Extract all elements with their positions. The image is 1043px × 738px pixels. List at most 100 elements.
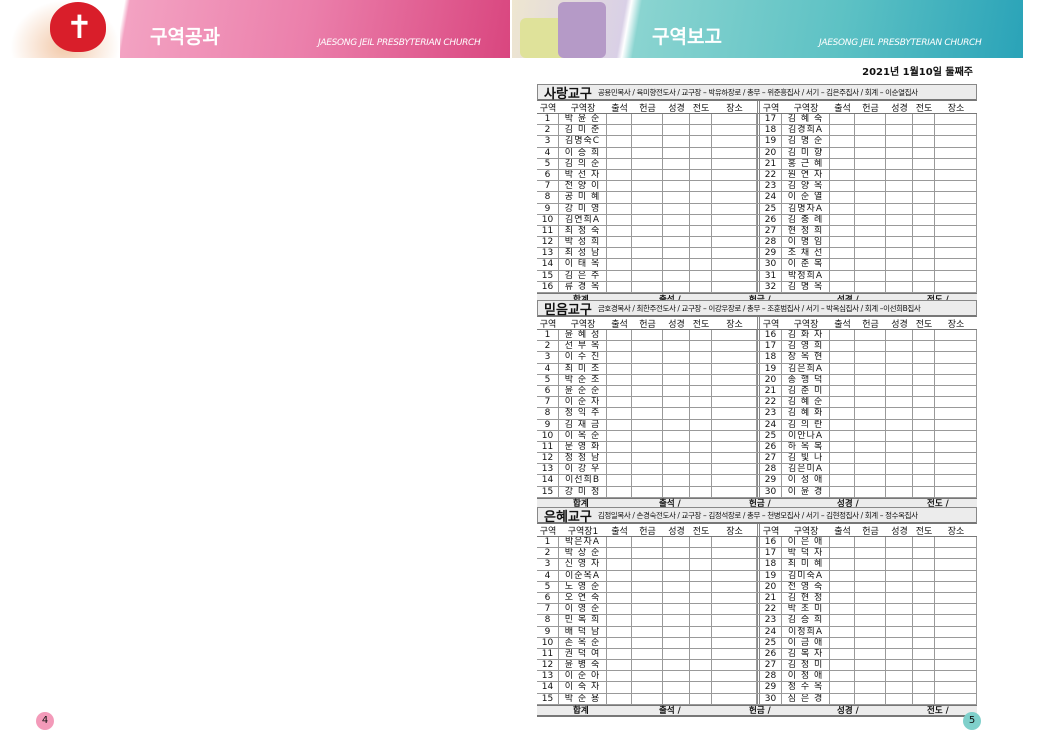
- entry-cell[interactable]: [830, 682, 855, 693]
- entry-cell[interactable]: [712, 464, 757, 475]
- entry-cell[interactable]: [935, 330, 977, 341]
- entry-cell[interactable]: [830, 604, 855, 615]
- entry-cell[interactable]: [830, 352, 855, 363]
- entry-cell[interactable]: [690, 203, 712, 214]
- entry-cell[interactable]: [690, 430, 712, 441]
- entry-cell[interactable]: [830, 615, 855, 626]
- entry-cell[interactable]: [607, 671, 632, 682]
- entry-cell[interactable]: [886, 270, 913, 281]
- entry-cell[interactable]: [663, 626, 690, 637]
- entry-cell[interactable]: [690, 475, 712, 486]
- entry-cell[interactable]: [913, 548, 935, 559]
- entry-cell[interactable]: [855, 548, 886, 559]
- entry-cell[interactable]: [935, 660, 977, 671]
- entry-cell[interactable]: [935, 397, 977, 408]
- entry-cell[interactable]: [607, 475, 632, 486]
- entry-cell[interactable]: [632, 125, 663, 136]
- entry-cell[interactable]: [830, 648, 855, 660]
- entry-cell[interactable]: [913, 660, 935, 671]
- entry-cell[interactable]: [913, 385, 935, 397]
- entry-cell[interactable]: [855, 125, 886, 136]
- entry-cell[interactable]: [607, 147, 632, 158]
- entry-cell[interactable]: [712, 537, 757, 548]
- entry-cell[interactable]: [632, 592, 663, 604]
- entry-cell[interactable]: [913, 158, 935, 169]
- entry-cell[interactable]: [913, 559, 935, 570]
- entry-cell[interactable]: [935, 181, 977, 192]
- entry-cell[interactable]: [690, 281, 712, 292]
- entry-cell[interactable]: [855, 259, 886, 270]
- entry-cell[interactable]: [886, 330, 913, 341]
- entry-cell[interactable]: [690, 270, 712, 281]
- entry-cell[interactable]: [663, 537, 690, 548]
- entry-cell[interactable]: [607, 397, 632, 408]
- entry-cell[interactable]: [886, 693, 913, 704]
- entry-cell[interactable]: [855, 214, 886, 225]
- entry-cell[interactable]: [935, 626, 977, 637]
- entry-cell[interactable]: [632, 341, 663, 352]
- entry-cell[interactable]: [690, 570, 712, 581]
- entry-cell[interactable]: [935, 158, 977, 169]
- entry-cell[interactable]: [830, 475, 855, 486]
- entry-cell[interactable]: [607, 214, 632, 225]
- entry-cell[interactable]: [632, 441, 663, 453]
- entry-cell[interactable]: [663, 660, 690, 671]
- entry-cell[interactable]: [690, 259, 712, 270]
- entry-cell[interactable]: [712, 248, 757, 259]
- entry-cell[interactable]: [855, 486, 886, 497]
- entry-cell[interactable]: [855, 537, 886, 548]
- entry-cell[interactable]: [855, 248, 886, 259]
- entry-cell[interactable]: [663, 125, 690, 136]
- entry-cell[interactable]: [830, 114, 855, 125]
- entry-cell[interactable]: [632, 615, 663, 626]
- entry-cell[interactable]: [712, 604, 757, 615]
- entry-cell[interactable]: [830, 374, 855, 385]
- entry-cell[interactable]: [935, 475, 977, 486]
- entry-cell[interactable]: [886, 203, 913, 214]
- entry-cell[interactable]: [855, 136, 886, 147]
- entry-cell[interactable]: [607, 637, 632, 648]
- entry-cell[interactable]: [935, 693, 977, 704]
- entry-cell[interactable]: [632, 682, 663, 693]
- entry-cell[interactable]: [607, 225, 632, 237]
- entry-cell[interactable]: [632, 352, 663, 363]
- entry-cell[interactable]: [886, 374, 913, 385]
- entry-cell[interactable]: [913, 214, 935, 225]
- entry-cell[interactable]: [632, 537, 663, 548]
- entry-cell[interactable]: [607, 374, 632, 385]
- entry-cell[interactable]: [712, 475, 757, 486]
- entry-cell[interactable]: [607, 181, 632, 192]
- entry-cell[interactable]: [607, 169, 632, 181]
- entry-cell[interactable]: [855, 169, 886, 181]
- entry-cell[interactable]: [607, 464, 632, 475]
- entry-cell[interactable]: [663, 559, 690, 570]
- entry-cell[interactable]: [663, 203, 690, 214]
- entry-cell[interactable]: [632, 330, 663, 341]
- entry-cell[interactable]: [855, 592, 886, 604]
- entry-cell[interactable]: [935, 581, 977, 592]
- entry-cell[interactable]: [913, 248, 935, 259]
- entry-cell[interactable]: [855, 682, 886, 693]
- entry-cell[interactable]: [886, 158, 913, 169]
- entry-cell[interactable]: [855, 441, 886, 453]
- entry-cell[interactable]: [663, 615, 690, 626]
- entry-cell[interactable]: [632, 453, 663, 464]
- entry-cell[interactable]: [913, 486, 935, 497]
- entry-cell[interactable]: [913, 475, 935, 486]
- entry-cell[interactable]: [632, 114, 663, 125]
- entry-cell[interactable]: [855, 330, 886, 341]
- entry-cell[interactable]: [663, 693, 690, 704]
- entry-cell[interactable]: [632, 581, 663, 592]
- entry-cell[interactable]: [913, 570, 935, 581]
- entry-cell[interactable]: [830, 181, 855, 192]
- entry-cell[interactable]: [712, 660, 757, 671]
- entry-cell[interactable]: [607, 581, 632, 592]
- entry-cell[interactable]: [712, 559, 757, 570]
- entry-cell[interactable]: [830, 237, 855, 248]
- entry-cell[interactable]: [935, 464, 977, 475]
- entry-cell[interactable]: [855, 637, 886, 648]
- entry-cell[interactable]: [632, 158, 663, 169]
- entry-cell[interactable]: [663, 114, 690, 125]
- entry-cell[interactable]: [712, 648, 757, 660]
- entry-cell[interactable]: [830, 430, 855, 441]
